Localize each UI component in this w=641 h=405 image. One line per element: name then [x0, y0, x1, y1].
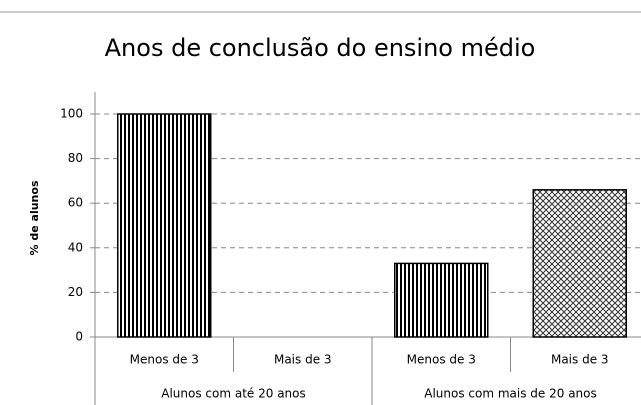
- y-tick-label: 0: [75, 330, 83, 344]
- group-label: Alunos com até 20 anos: [161, 387, 306, 401]
- y-tick-label: 20: [68, 285, 83, 299]
- group-label: Alunos com mais de 20 anos: [424, 387, 597, 401]
- bar: [117, 113, 212, 338]
- y-tick-label: 100: [60, 107, 83, 121]
- x-tick-label: Mais de 3: [274, 353, 332, 367]
- x-tick-label: Menos de 3: [407, 353, 476, 367]
- y-tick-label: 80: [68, 151, 83, 165]
- y-axis-label: % de alunos: [28, 180, 41, 255]
- bar: [532, 189, 627, 338]
- x-tick-label: Mais de 3: [551, 353, 609, 367]
- x-tick-label: Menos de 3: [130, 353, 199, 367]
- y-tick-label: 40: [68, 240, 83, 254]
- bar: [394, 262, 489, 338]
- chart-title: Anos de conclusão do ensino médio: [105, 34, 536, 62]
- y-tick-label: 60: [68, 196, 83, 210]
